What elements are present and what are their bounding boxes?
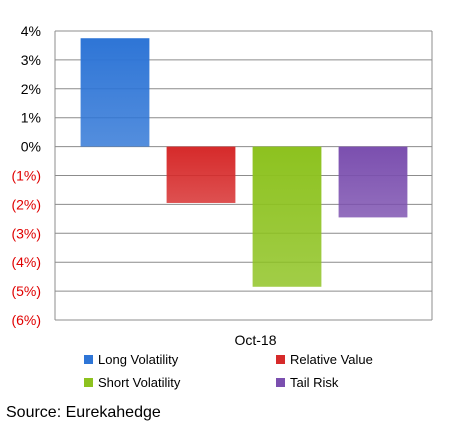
source-note: Source: Eurekahedge [6,404,161,421]
bar-tail-risk [338,146,408,218]
y-tick-label: 2% [21,81,41,97]
bar-long-volatility [80,38,150,147]
y-axis: 4% 3% 2% 1% 0% (1%) (2%) (3%) (4%) (5%) (6%) [11,23,41,328]
bars [80,38,408,287]
y-tick-label: (6%) [11,312,41,328]
legend-label: Relative Value [290,352,373,367]
bar-relative-value [166,146,236,203]
legend-swatch [276,378,285,387]
y-tick-label: 0% [21,139,41,155]
legend: Long Volatility Relative Value Short Volat… [84,352,373,390]
legend-swatch [84,355,93,364]
chart: 4% 3% 2% 1% 0% (1%) (2%) (3%) (4%) (5%) (6%) Oct-1… [11,23,433,390]
bar-short-volatility [252,146,322,287]
y-tick-label: 4% [21,23,41,39]
x-axis: Oct-18 [234,332,276,348]
legend-label: Tail Risk [290,375,339,390]
y-tick-label: (2%) [11,196,41,212]
y-tick-label: 1% [21,110,41,126]
y-tick-label: (3%) [11,225,41,241]
legend-swatch [276,355,285,364]
x-tick-label: Oct-18 [234,332,276,348]
y-tick-label: (5%) [11,283,41,299]
y-tick-label: 3% [21,52,41,68]
legend-label: Long Volatility [98,352,179,367]
y-tick-label: (4%) [11,254,41,270]
legend-swatch [84,378,93,387]
y-tick-label: (1%) [11,168,41,184]
legend-label: Short Volatility [98,375,181,390]
